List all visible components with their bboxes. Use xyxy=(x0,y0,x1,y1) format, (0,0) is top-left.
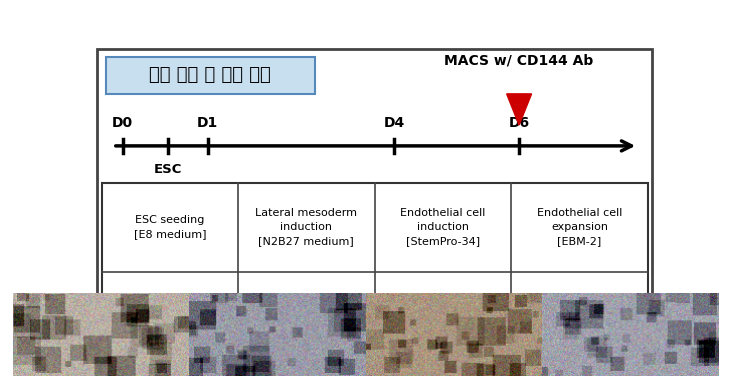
Text: MACS w/ CD144 Ab: MACS w/ CD144 Ab xyxy=(444,54,594,68)
Text: ESC seeding
[E8 medium]: ESC seeding [E8 medium] xyxy=(134,215,206,239)
Text: 분화 과정 및 분화 배지: 분화 과정 및 분화 배지 xyxy=(149,66,271,84)
Text: D1: D1 xyxy=(197,116,218,130)
Text: Endothelial cell
induction
[StemPro-34]: Endothelial cell induction [StemPro-34] xyxy=(400,208,485,246)
Bar xyxy=(102,183,648,336)
Text: D6: D6 xyxy=(509,116,530,130)
Text: D4: D4 xyxy=(384,116,405,130)
Bar xyxy=(105,57,315,94)
Text: D0: D0 xyxy=(112,116,133,130)
Text: ESC: ESC xyxy=(154,163,182,176)
Text: Lateral mesoderm
induction
[N2B27 medium]: Lateral mesoderm induction [N2B27 medium… xyxy=(255,208,357,246)
Text: Endothelial cell
expansion
[EBM-2]: Endothelial cell expansion [EBM-2] xyxy=(537,208,622,246)
Polygon shape xyxy=(507,94,531,125)
